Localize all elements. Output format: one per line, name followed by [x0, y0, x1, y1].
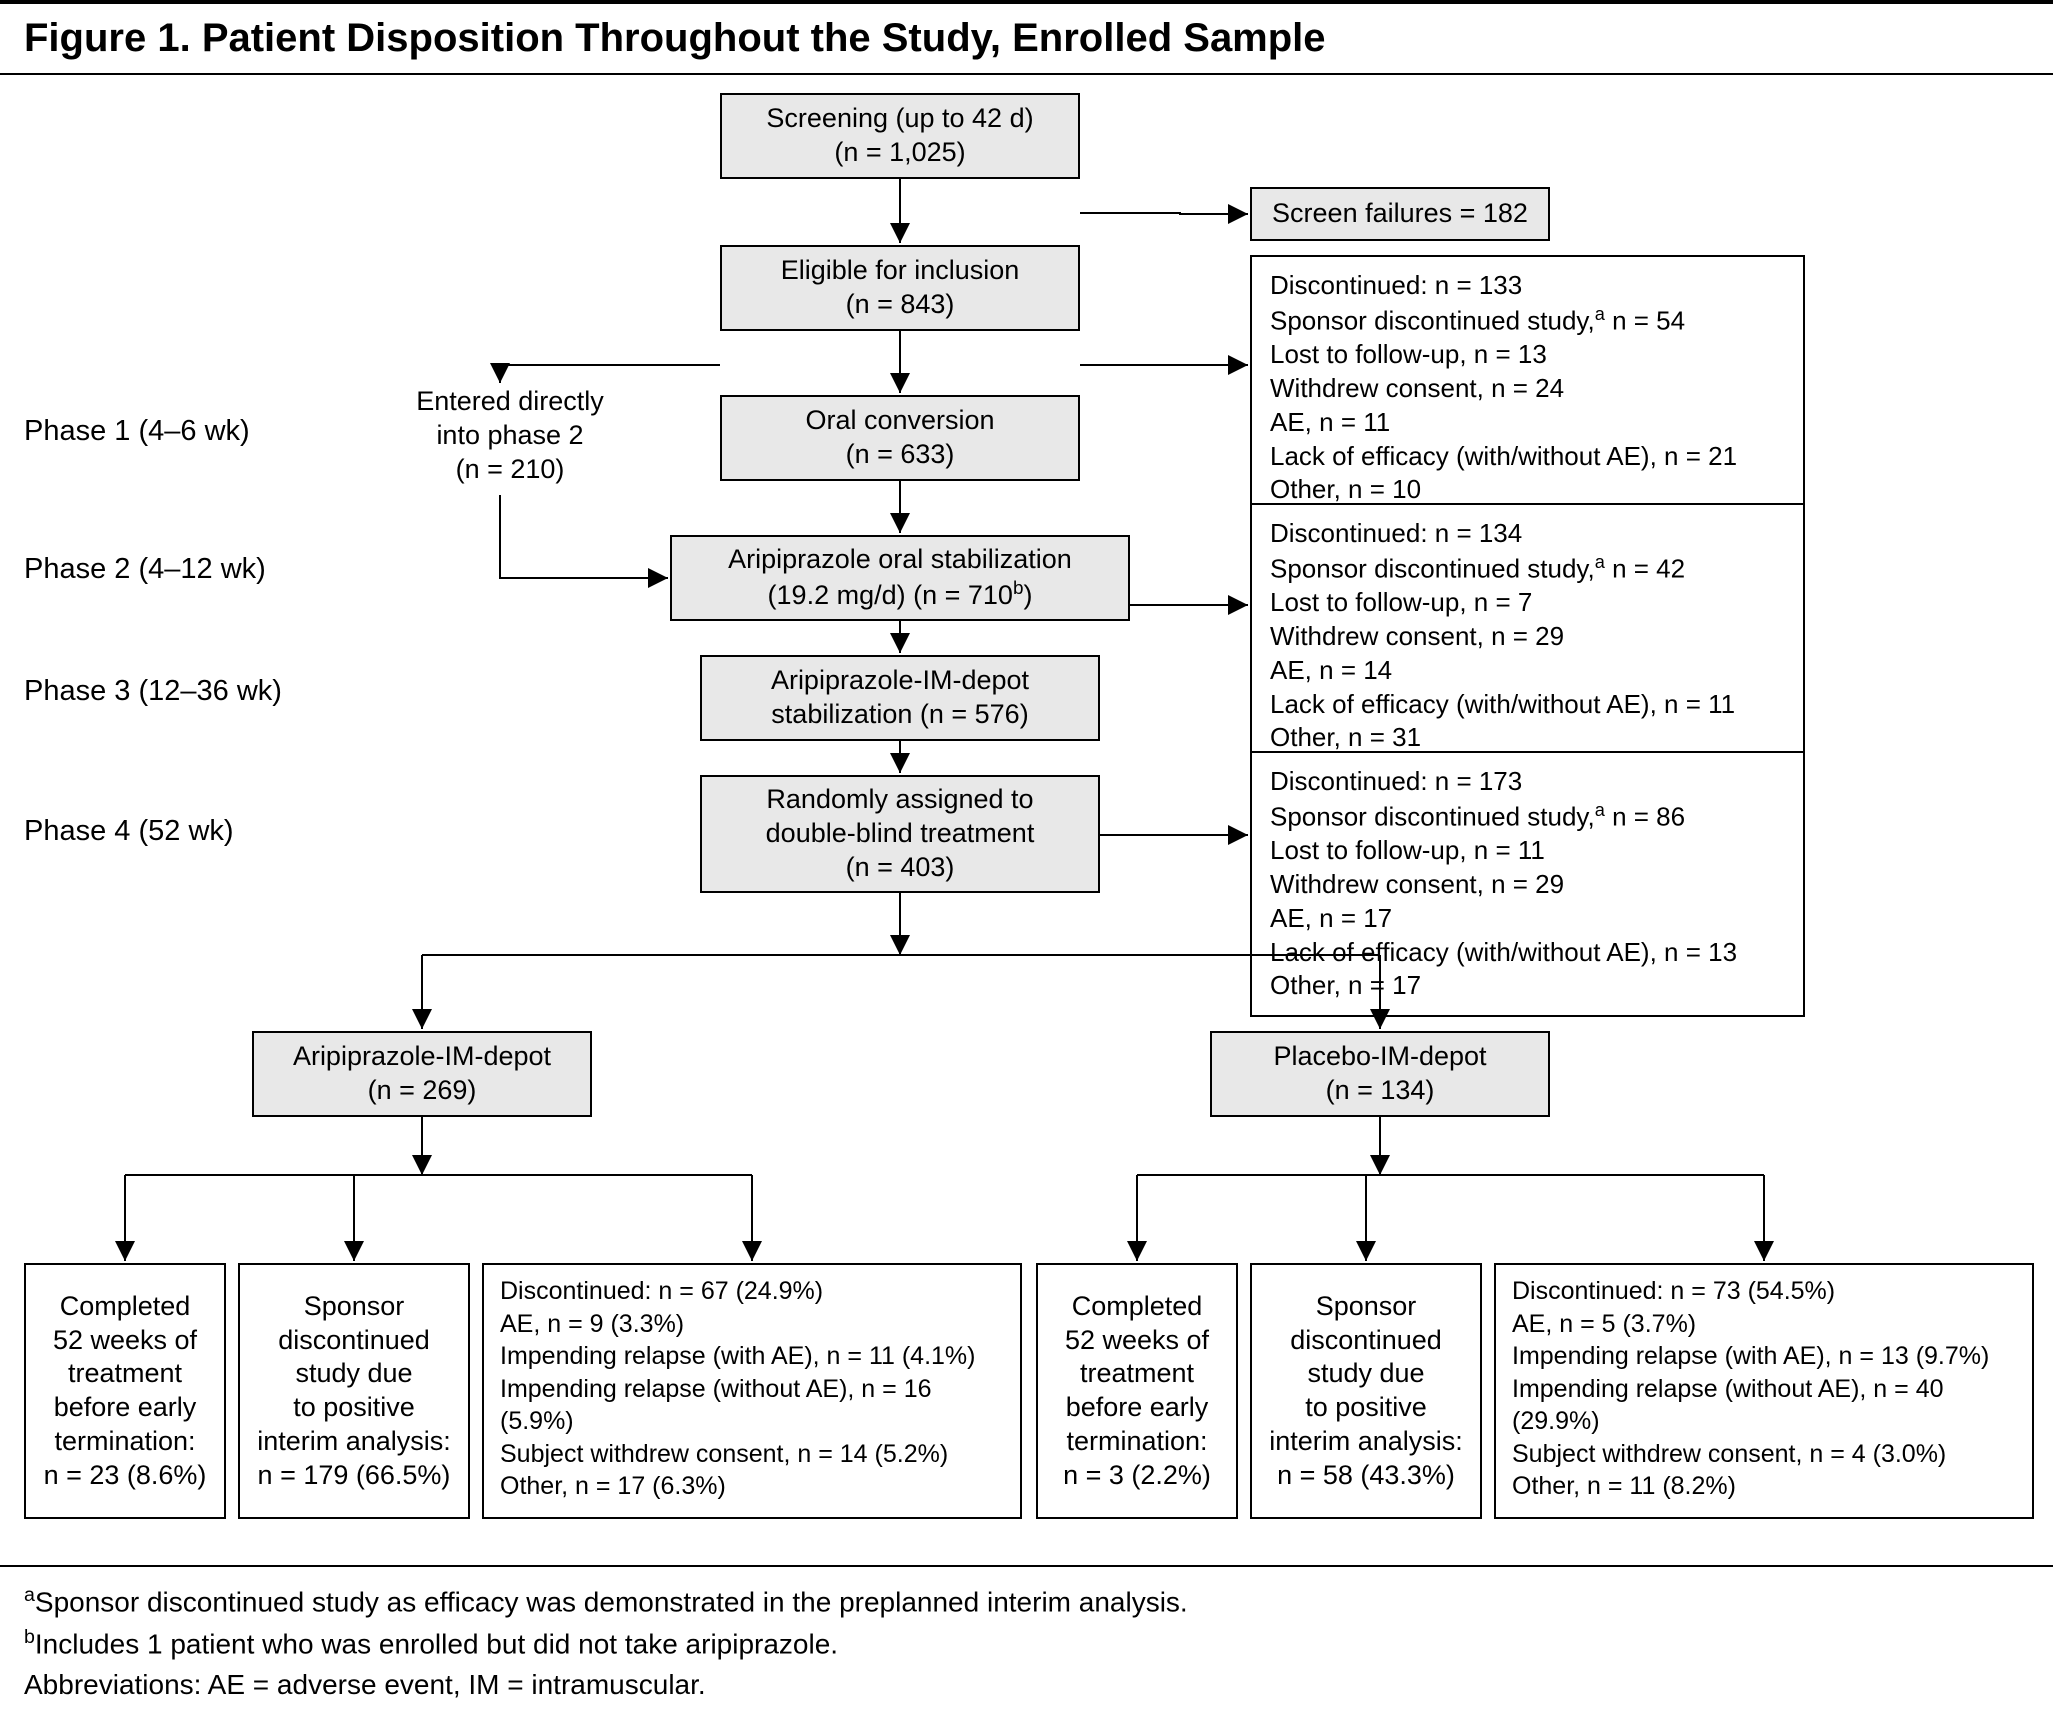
- figure-title-bar: Figure 1. Patient Disposition Throughout…: [0, 0, 2053, 75]
- footnote-abbr: Abbreviations: AE = adverse event, IM = …: [24, 1665, 2029, 1706]
- figure-footnotes: aSponsor discontinued study as efficacy …: [0, 1565, 2053, 1725]
- figure-container: Figure 1. Patient Disposition Throughout…: [0, 0, 2053, 1725]
- arrows-svg: [0, 75, 2053, 1565]
- footnote-b: bIncludes 1 patient who was enrolled but…: [24, 1623, 2029, 1665]
- footnote-a: aSponsor discontinued study as efficacy …: [24, 1581, 2029, 1623]
- flowchart-canvas: Phase 1 (4–6 wk) Phase 2 (4–12 wk) Phase…: [0, 75, 2053, 1565]
- figure-title: Figure 1. Patient Disposition Throughout…: [24, 16, 1326, 60]
